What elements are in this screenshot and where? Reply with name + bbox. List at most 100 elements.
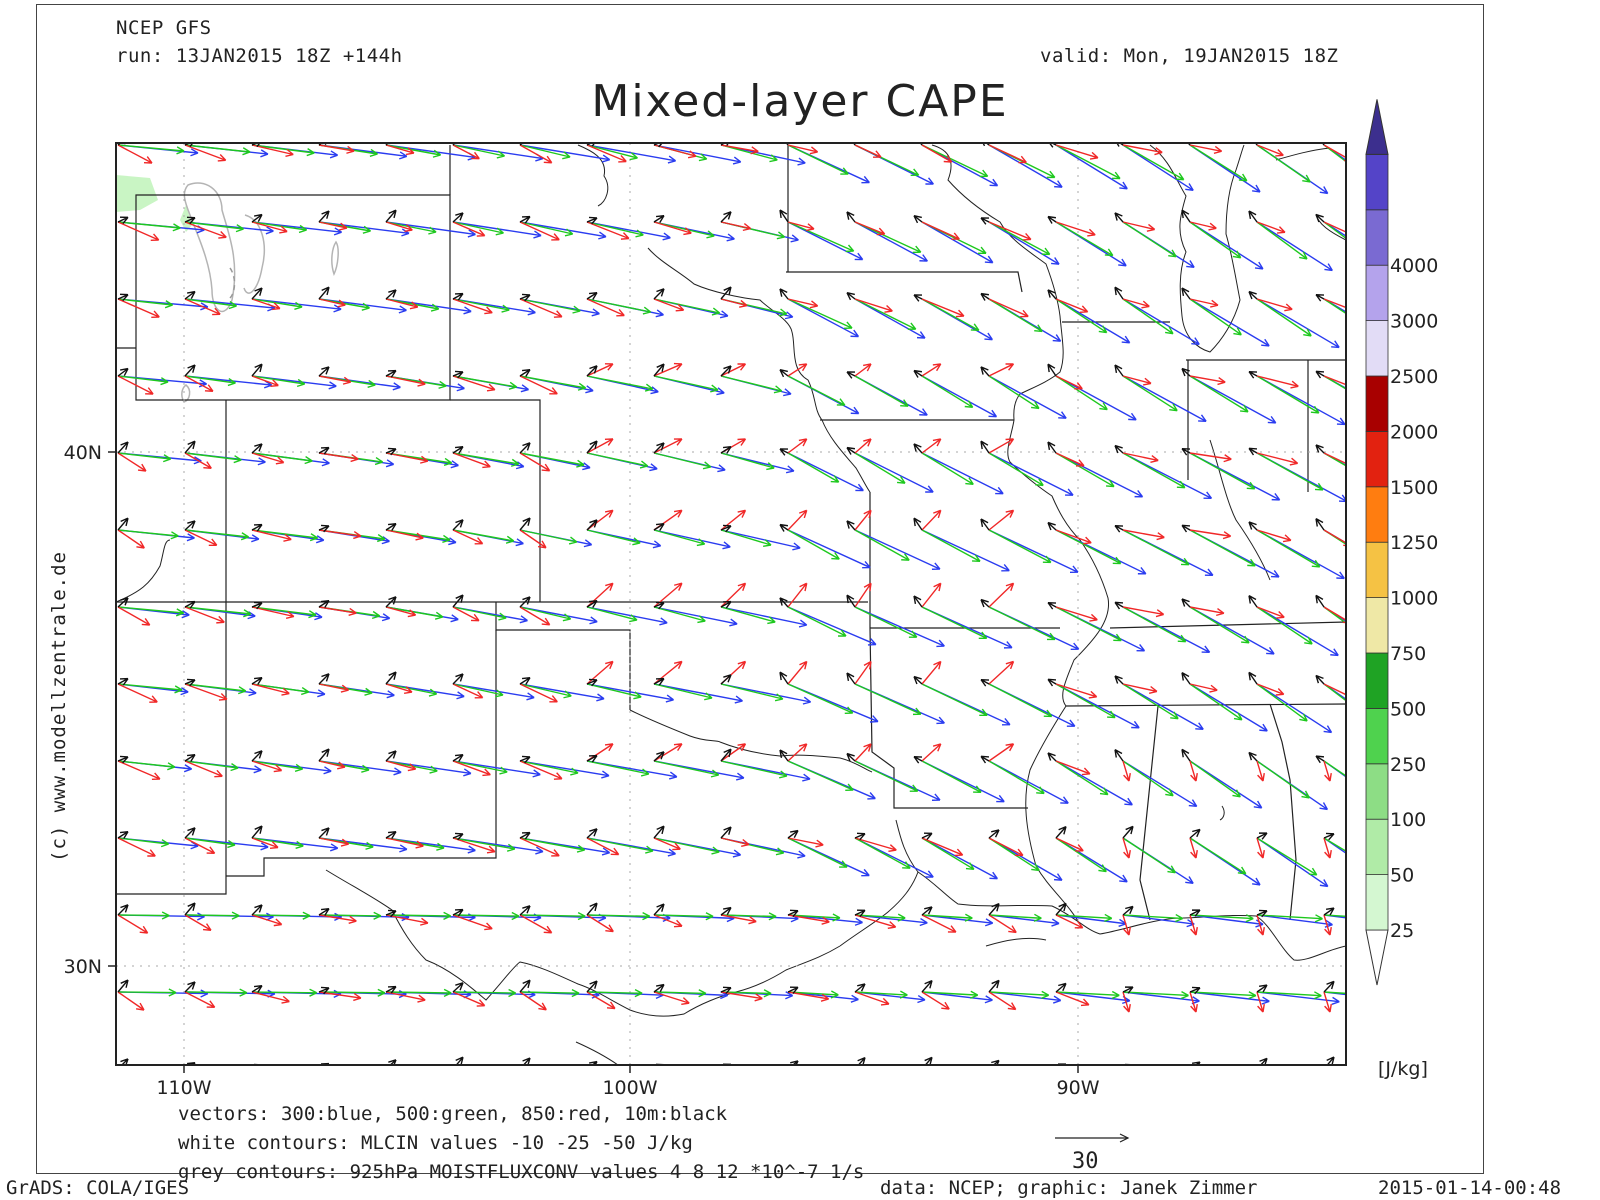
wind-arrow [1047,215,1057,224]
wind-arrow [988,913,1042,922]
wind-arrow [1323,837,1346,855]
wind-arrow [788,1068,844,1075]
wind-arrow [1055,144,1121,180]
wind-arrow [519,298,563,318]
wind-arrow [854,832,866,841]
wind-arrow [855,1068,915,1075]
wind-arrow [653,144,697,159]
colorbar-box [1365,320,1389,377]
wind-arrow [184,452,212,469]
wind-arrow [1181,447,1191,456]
wind-arrow [988,144,1027,164]
wind-arrow [184,221,227,239]
wind-arrow [117,298,174,309]
wind-arrow [318,375,352,385]
wind-arrow [1256,991,1265,1013]
wind-arrow [117,911,170,920]
wind-arrow [720,582,747,608]
wind-arrow [854,909,866,917]
colorbar-box [1365,708,1389,765]
wind-arrow [653,760,720,778]
wind-arrow [1256,914,1265,936]
wind-arrow [318,760,346,770]
wind-arrow [184,606,252,618]
wind-arrow [988,582,1015,608]
map-border [115,142,1347,1066]
wind-arrow [653,298,685,312]
wind-arrow [653,912,714,921]
wind-arrow [385,830,397,839]
wind-arrow [980,292,990,301]
wind-arrow [720,760,788,779]
wind-arrow [913,595,923,608]
wind-arrow [385,596,397,608]
wind-arrow [921,606,988,640]
wind-arrow [117,144,153,164]
wind-arrow [586,216,598,225]
wind-arrow [184,600,196,609]
wind-arrow [385,144,415,156]
wind-arrow [1047,601,1057,610]
wind-arrow [1123,1069,1206,1081]
wind-arrow [1189,986,1201,995]
footer-grads: GrADS: COLA/IGES [6,1177,190,1199]
wind-arrow [251,298,281,311]
wind-arrow [787,986,799,994]
wind-arrow [1256,221,1333,272]
wind-arrow [1122,914,1131,936]
wind-arrow [452,673,464,685]
wind-arrow [721,1069,762,1078]
wind-arrow [1189,529,1256,567]
wind-arrow [117,441,129,454]
wind-arrow [251,287,263,300]
wind-arrow [846,291,856,301]
wind-arrow [452,911,520,921]
wind-arrow [720,606,808,628]
wind-arrow [1190,1069,1197,1089]
wind-arrow [921,509,942,531]
wind-arrow [519,517,531,531]
wind-arrow [787,913,841,922]
run-label: run: 13JAN2015 18Z +144h [116,45,403,67]
wind-arrow [720,991,763,1002]
wind-arrow [452,982,464,993]
wind-arrow [1055,982,1067,993]
wind-arrow [1122,144,1185,181]
wind-arrow [913,443,923,454]
wind-arrow [1248,521,1258,531]
wind-arrow [653,298,721,316]
wind-arrow [988,991,1017,1011]
wind-arrow [779,671,789,685]
wind-arrow [1189,144,1223,154]
wind-arrow [1323,144,1346,163]
wind-arrow [318,606,357,617]
wind-arrow [252,1069,294,1080]
wind-vectors [117,143,1346,1089]
wind-arrow [846,211,856,223]
wind-arrow [1055,914,1084,929]
wind-arrow [787,529,871,569]
wind-arrow [318,446,330,455]
wind-arrow [787,660,808,685]
wind-arrow [1248,290,1258,300]
wind-arrow [1055,760,1091,776]
wind-arrow [519,914,553,934]
wind-arrow [1256,221,1308,260]
wind-arrow [453,1066,508,1073]
wind-arrow [1323,606,1346,624]
wind-arrow [653,751,665,762]
wind-arrow [117,904,129,916]
wind-arrow [1189,683,1218,693]
wind-arrow [385,988,452,998]
wind-arrow [1122,144,1194,192]
wind-arrow [586,144,638,161]
wind-arrow [988,743,1015,762]
wind-arrow [117,597,129,608]
wind-arrow [251,601,263,610]
coastlines-rivers [116,144,1346,1065]
wind-arrow [184,911,240,920]
wind-arrow [452,908,464,917]
wind-arrow [1181,209,1191,223]
wind-arrow [1123,1069,1130,1089]
wind-arrow [1189,683,1243,721]
